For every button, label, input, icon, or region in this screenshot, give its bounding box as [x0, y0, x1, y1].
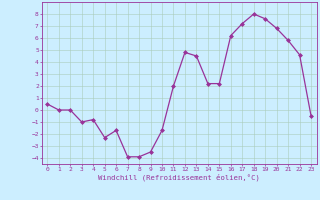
X-axis label: Windchill (Refroidissement éolien,°C): Windchill (Refroidissement éolien,°C): [98, 173, 260, 181]
